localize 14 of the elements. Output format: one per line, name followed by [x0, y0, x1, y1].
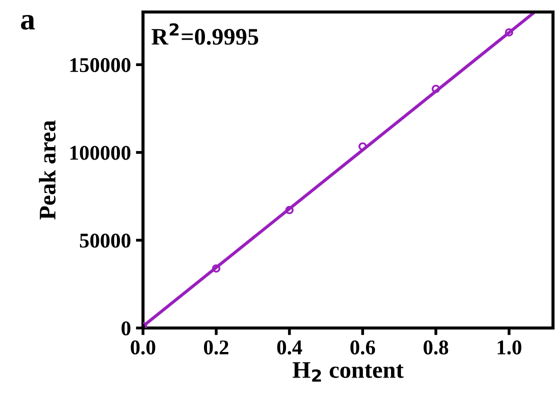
annotation: R$^{2}$=0.9995 [152, 23, 258, 45]
y-tick-label: 100000 [70, 146, 130, 160]
y-tick-label: 50000 [80, 234, 130, 248]
y-tick-label: 150000 [70, 58, 130, 72]
x-tick-label: 1.0 [498, 340, 522, 355]
y-axis-title: Peak area [38, 120, 56, 220]
x-tick-label: 0.0 [130, 340, 156, 355]
text: a [20, 15, 35, 30]
x-tick-label: 0.2 [204, 340, 228, 355]
x-tick-label: 0.4 [277, 340, 302, 355]
x-axis-title: H$_{2}$ content [292, 362, 404, 382]
x-tick-label: 0.6 [350, 340, 376, 355]
y-tick-label: 0 [122, 321, 130, 336]
x-tick-label: 0.8 [424, 340, 448, 355]
